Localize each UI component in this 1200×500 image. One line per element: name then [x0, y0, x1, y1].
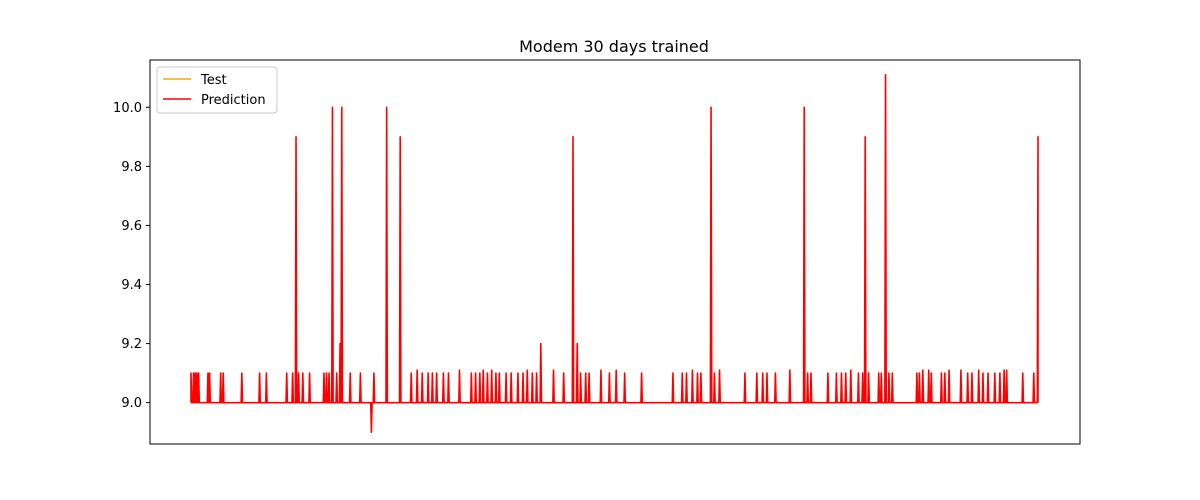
legend-label-prediction: Prediction	[201, 93, 266, 108]
plot-area	[149, 59, 1081, 445]
legend: Test Prediction	[156, 66, 278, 114]
y-tick-label: 10.0	[113, 101, 142, 116]
y-tick-label: 9.6	[121, 219, 142, 234]
y-tick-label: 9.0	[121, 396, 142, 411]
y-tick-label: 9.4	[121, 278, 142, 293]
series-line-prediction	[190, 73, 1039, 433]
y-tick-label: 9.8	[121, 160, 142, 175]
y-axis: 9.0 9.2 9.4 9.6 9.8 10.0	[113, 101, 150, 411]
legend-label-test: Test	[200, 73, 227, 88]
series-layer	[190, 73, 1039, 433]
chart-title: Modem 30 days trained	[519, 37, 709, 56]
y-tick-label: 9.2	[121, 337, 142, 352]
